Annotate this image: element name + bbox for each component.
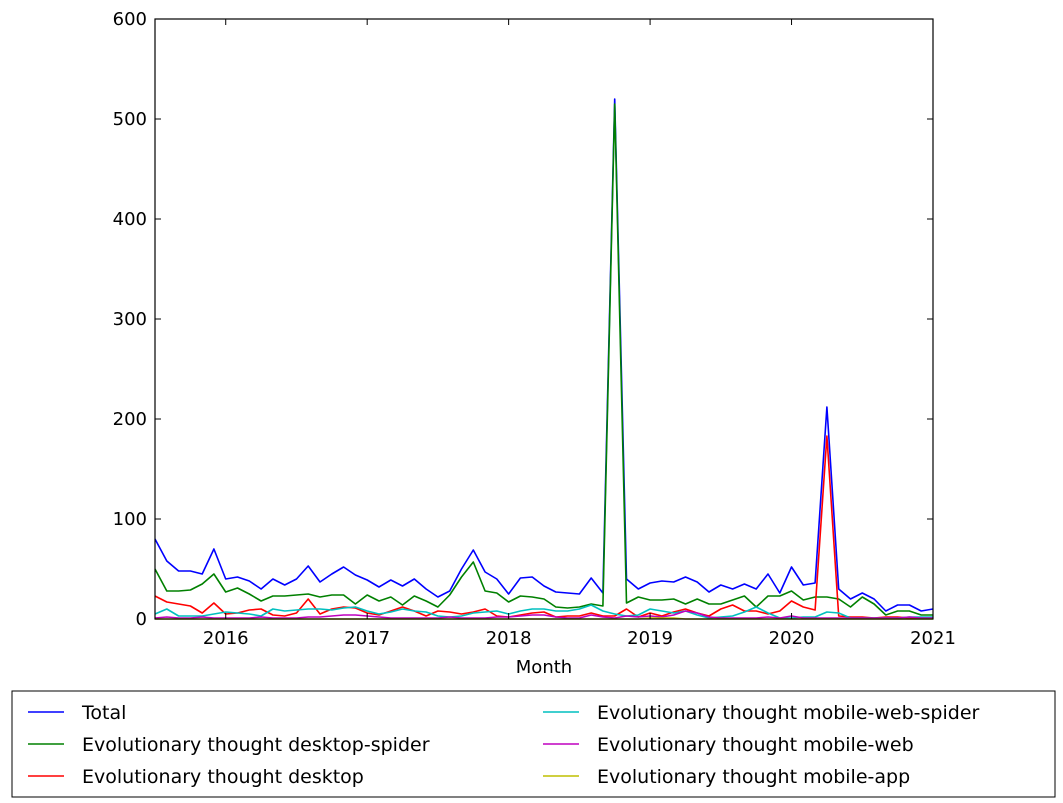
legend-label: Evolutionary thought mobile-web [597,734,914,756]
x-tick-label: 2016 [203,628,249,649]
series-line-0 [154,98,934,612]
x-tick-label: 2018 [486,628,532,649]
y-tick-label: 0 [136,609,147,630]
legend-frame [11,690,1056,798]
y-tick-label: 400 [113,209,147,230]
x-axis-label: Month [516,657,572,678]
y-tick-label: 200 [113,409,147,430]
y-tick-label: 600 [113,9,147,30]
legend-label: Evolutionary thought desktop [82,766,364,788]
x-tick-label: 2021 [910,628,956,649]
axis-ticks: 2016 2017 2018 2019 2020 2021 0 100 200 300 400 500… [113,9,956,649]
series-line-2 [154,435,933,619]
legend: Total Evolutionary thought desktop-spider… [11,690,1056,798]
legend-label: Total [81,702,126,724]
x-tick-label: 2020 [769,628,815,649]
legend-label: Evolutionary thought mobile-app [597,766,910,788]
series-line-1 [154,103,933,616]
series-line-3 [154,604,933,619]
plot-lines [154,98,934,620]
plot-frame [154,18,934,620]
y-tick-label: 500 [113,109,147,130]
legend-label: Evolutionary thought desktop-spider [82,734,430,756]
legend-label: Evolutionary thought mobile-web-spider [597,702,980,724]
series-line-4 [154,610,933,619]
y-tick-label: 300 [113,309,147,330]
x-tick-label: 2019 [627,628,673,649]
x-tick-label: 2017 [344,628,390,649]
y-tick-label: 100 [113,509,147,530]
